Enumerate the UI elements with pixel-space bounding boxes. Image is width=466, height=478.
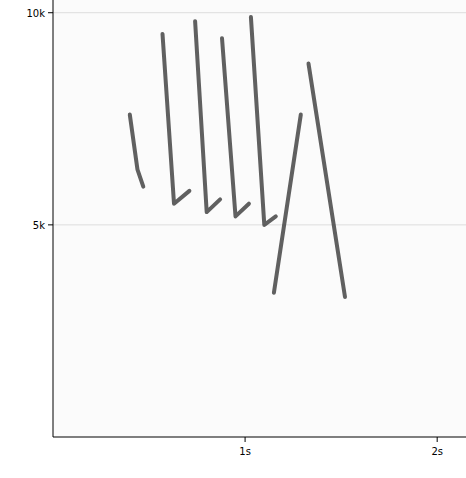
x-tick-label: 1s (239, 446, 251, 457)
y-tick (48, 12, 53, 13)
y-tick (48, 224, 53, 225)
note-trace (130, 115, 144, 187)
spectrogram-chart: 5k 10k 1s 2s (0, 0, 466, 478)
note-trace (163, 34, 190, 204)
x-tick-label: 2s (431, 446, 443, 457)
y-axis (53, 0, 54, 437)
grid-line (53, 224, 466, 225)
x-tick (245, 437, 246, 442)
note-trace (309, 64, 346, 297)
x-axis (53, 437, 466, 438)
grid-line (53, 12, 466, 13)
y-tick-label: 10k (26, 8, 45, 19)
note-trace (195, 21, 220, 212)
y-tick-label: 5k (33, 220, 45, 231)
plot-background (53, 0, 466, 437)
note-trace (274, 115, 301, 293)
x-tick (437, 437, 438, 442)
note-trace (222, 38, 249, 216)
notes (130, 17, 345, 297)
note-trace (251, 17, 276, 225)
